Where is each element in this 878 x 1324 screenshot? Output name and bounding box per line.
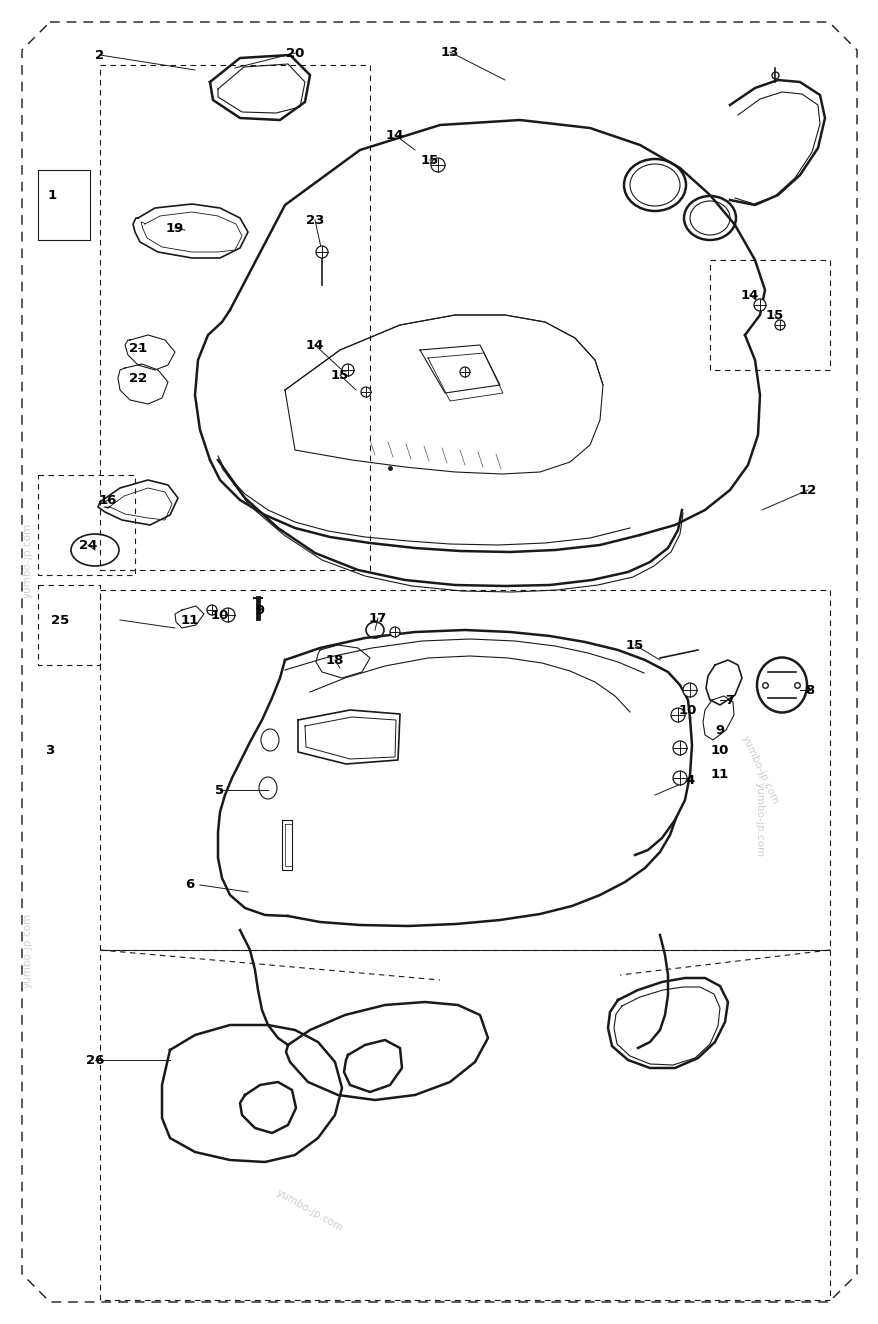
Text: yumbo-jp.com: yumbo-jp.com bbox=[23, 523, 33, 597]
Text: 21: 21 bbox=[129, 342, 147, 355]
Text: yumbo-jp.com: yumbo-jp.com bbox=[738, 733, 780, 806]
Text: 14: 14 bbox=[306, 339, 324, 351]
Text: 20: 20 bbox=[285, 46, 304, 60]
Circle shape bbox=[670, 708, 684, 722]
Circle shape bbox=[430, 158, 444, 172]
Circle shape bbox=[361, 387, 371, 397]
Text: yumbo-jp.com: yumbo-jp.com bbox=[275, 1186, 345, 1233]
Text: 19: 19 bbox=[166, 221, 184, 234]
Text: 14: 14 bbox=[740, 289, 759, 302]
Text: 15: 15 bbox=[625, 638, 644, 651]
Circle shape bbox=[682, 683, 696, 696]
Circle shape bbox=[390, 628, 399, 637]
Text: 18: 18 bbox=[326, 654, 344, 666]
Circle shape bbox=[673, 771, 687, 785]
Text: 13: 13 bbox=[440, 45, 458, 58]
Text: 17: 17 bbox=[369, 612, 386, 625]
Text: 15: 15 bbox=[330, 368, 349, 381]
Text: 5: 5 bbox=[215, 784, 224, 797]
Text: 10: 10 bbox=[211, 609, 229, 621]
Text: 1: 1 bbox=[47, 188, 56, 201]
Text: yumbo-jp.com: yumbo-jp.com bbox=[754, 782, 764, 858]
Text: 14: 14 bbox=[385, 128, 404, 142]
Text: 15: 15 bbox=[765, 308, 783, 322]
Text: 9: 9 bbox=[715, 723, 723, 736]
Text: 2: 2 bbox=[96, 49, 104, 61]
Text: 11: 11 bbox=[181, 613, 199, 626]
Text: 10: 10 bbox=[678, 703, 696, 716]
Circle shape bbox=[753, 299, 765, 311]
Text: 16: 16 bbox=[98, 494, 117, 507]
Circle shape bbox=[206, 605, 217, 616]
Circle shape bbox=[315, 246, 327, 258]
Text: 3: 3 bbox=[46, 744, 54, 756]
Text: 26: 26 bbox=[86, 1054, 104, 1067]
Circle shape bbox=[459, 367, 470, 377]
Text: 10: 10 bbox=[710, 744, 729, 756]
Text: 12: 12 bbox=[798, 483, 817, 496]
Text: 24: 24 bbox=[79, 539, 97, 552]
Text: 15: 15 bbox=[421, 154, 439, 167]
Circle shape bbox=[673, 741, 687, 755]
Text: 25: 25 bbox=[51, 613, 69, 626]
Text: 22: 22 bbox=[129, 372, 147, 384]
Text: 11: 11 bbox=[710, 768, 728, 781]
Circle shape bbox=[220, 608, 234, 622]
Text: yumbo-jp.com: yumbo-jp.com bbox=[23, 912, 33, 988]
Text: 7: 7 bbox=[724, 694, 734, 707]
Text: 8: 8 bbox=[804, 683, 814, 696]
Circle shape bbox=[342, 364, 354, 376]
Circle shape bbox=[774, 320, 784, 330]
Text: 23: 23 bbox=[306, 213, 324, 226]
Text: 9: 9 bbox=[255, 604, 264, 617]
Text: 6: 6 bbox=[185, 879, 194, 891]
Text: 4: 4 bbox=[685, 773, 694, 786]
